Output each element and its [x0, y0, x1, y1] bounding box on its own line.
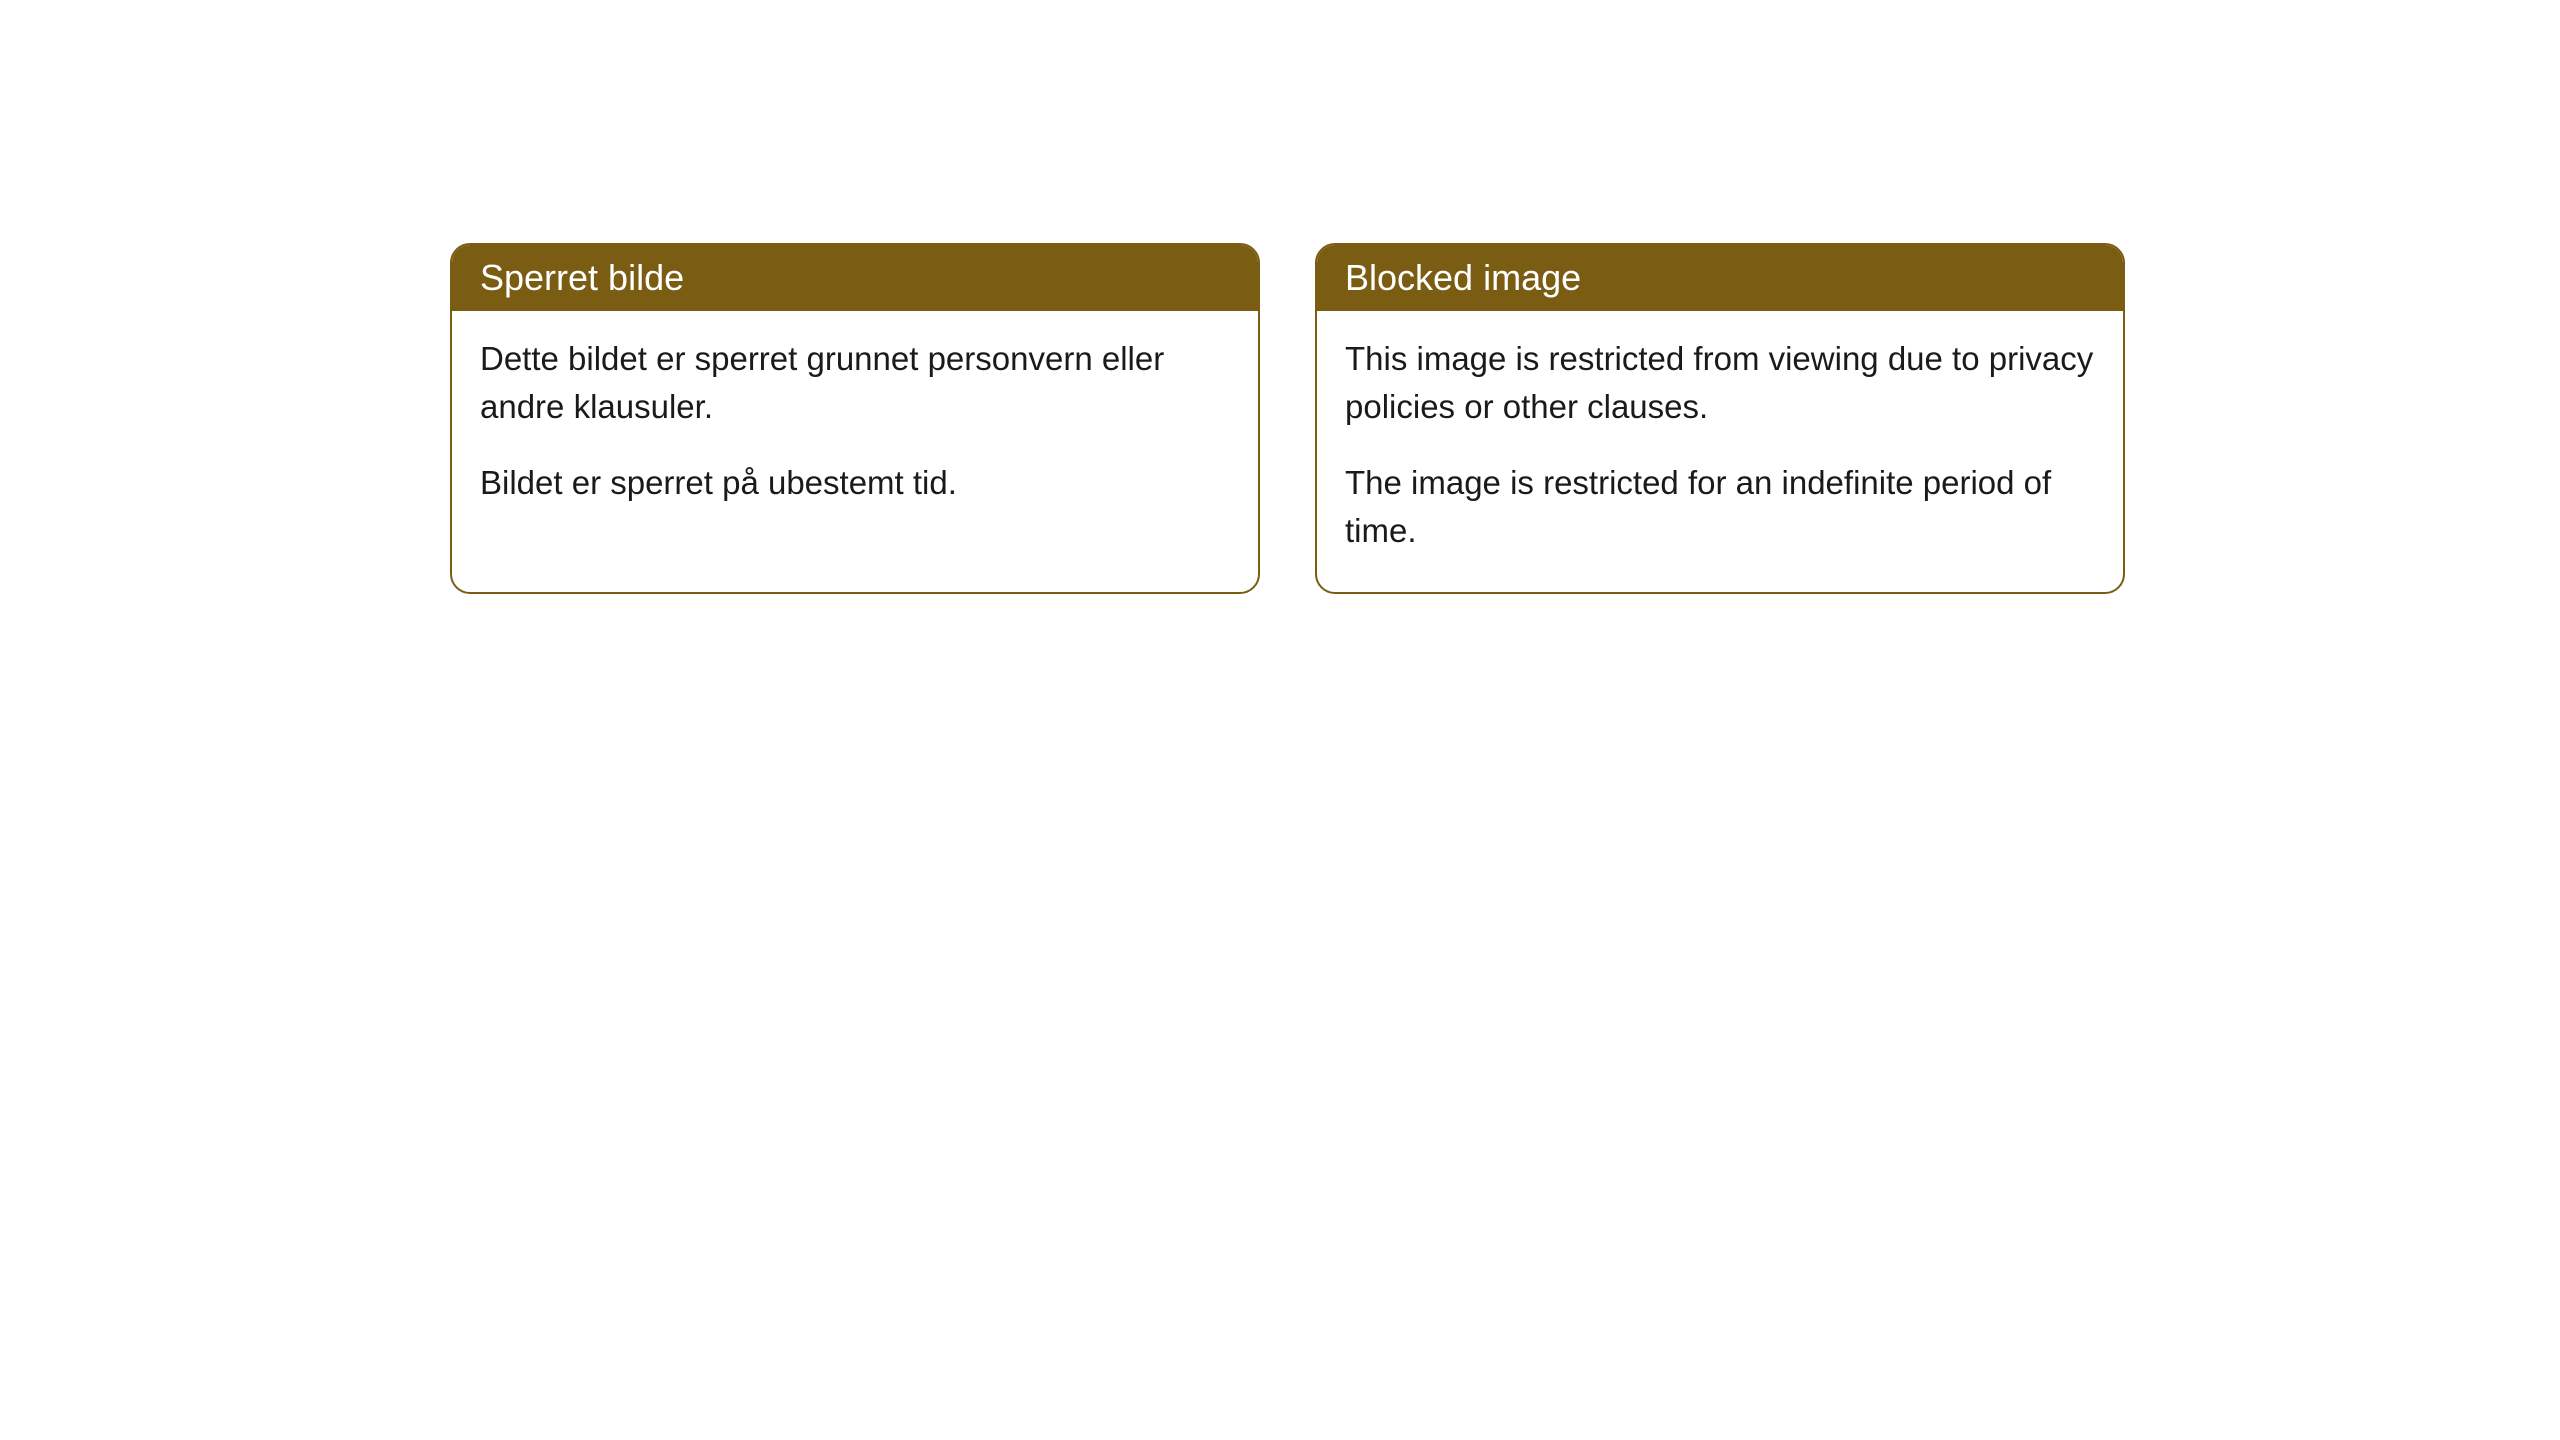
notice-body-en: This image is restricted from viewing du…: [1317, 311, 2123, 592]
notice-text-nb-2: Bildet er sperret på ubestemt tid.: [480, 459, 1230, 507]
notice-title-nb: Sperret bilde: [452, 245, 1258, 311]
notice-text-en-1: This image is restricted from viewing du…: [1345, 335, 2095, 431]
notice-text-nb-1: Dette bildet er sperret grunnet personve…: [480, 335, 1230, 431]
notice-body-nb: Dette bildet er sperret grunnet personve…: [452, 311, 1258, 545]
notice-container: Sperret bilde Dette bildet er sperret gr…: [450, 243, 2125, 594]
notice-card-nb: Sperret bilde Dette bildet er sperret gr…: [450, 243, 1260, 594]
notice-text-en-2: The image is restricted for an indefinit…: [1345, 459, 2095, 555]
notice-card-en: Blocked image This image is restricted f…: [1315, 243, 2125, 594]
notice-title-en: Blocked image: [1317, 245, 2123, 311]
